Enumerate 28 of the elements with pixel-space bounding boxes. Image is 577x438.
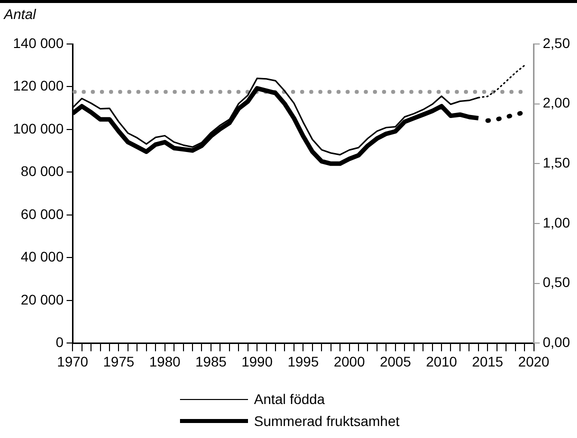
x-tick-label: 2000: [334, 353, 366, 370]
y2-tick-label: 0,50: [542, 274, 570, 290]
y-tick-label: 60 000: [20, 206, 64, 222]
y-tick-label: 80 000: [20, 163, 64, 180]
x-tick-label: 2005: [380, 353, 412, 370]
x-tick-label: 1995: [288, 353, 319, 370]
x-tick-label: 1975: [103, 353, 134, 370]
y-tick-label: 100 000: [12, 120, 64, 136]
y2-tick-label: 1,50: [542, 154, 570, 171]
y-tick-label: 140 000: [12, 34, 64, 51]
legend-label: Summerad fruktsamhet: [254, 413, 400, 429]
x-tick-label: 1970: [57, 353, 88, 370]
y2-tick-label: 0,00: [542, 334, 570, 350]
y-axis-title: Antal: [4, 6, 36, 22]
x-tick-label: 1985: [195, 353, 227, 370]
y2-tick-label: 2,50: [542, 34, 570, 51]
x-tick-label: 2020: [518, 353, 550, 370]
y-tick-label: 120 000: [12, 78, 64, 94]
y-tick-label: 20 000: [20, 291, 64, 308]
y-tick-label: 40 000: [20, 248, 64, 265]
legend-label: Antal födda: [254, 391, 325, 407]
y-tick-label: 0: [56, 334, 64, 350]
y2-tick-label: 1,00: [542, 214, 570, 230]
x-tick-label: 1990: [241, 353, 273, 370]
x-tick-label: 1980: [149, 353, 181, 370]
x-tick-label: 2015: [472, 353, 504, 370]
y2-tick-label: 2,00: [542, 94, 570, 111]
x-tick-label: 2010: [426, 353, 458, 370]
